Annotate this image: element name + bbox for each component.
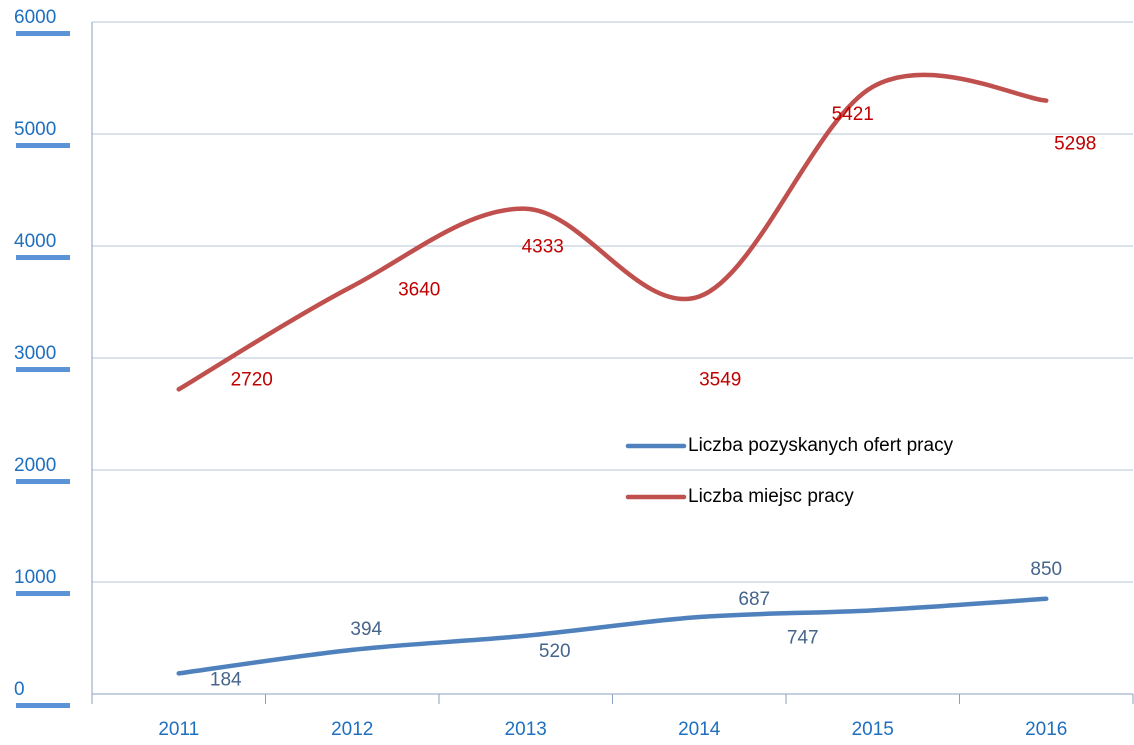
- y-tick-label: 2000: [14, 455, 56, 476]
- x-tick-label: 2014: [678, 719, 721, 740]
- data-label: 5421: [832, 104, 874, 125]
- x-tick-label: 2013: [505, 719, 547, 740]
- x-tick-label: 2016: [1025, 719, 1067, 740]
- y-tick-label: 4000: [14, 231, 56, 252]
- data-label: 747: [787, 627, 819, 648]
- y-tick-label: 0: [14, 679, 25, 700]
- y-tick-label: 5000: [14, 119, 56, 140]
- legend-label: Liczba miejsc pracy: [688, 486, 854, 507]
- series-line: [176, 596, 1049, 676]
- data-label: 520: [539, 641, 571, 662]
- y-tick-decoration: [16, 143, 70, 148]
- series-line: [176, 72, 1049, 392]
- y-tick-label: 3000: [14, 343, 56, 364]
- data-label: 184: [210, 669, 242, 690]
- y-tick-label: 6000: [14, 7, 56, 28]
- x-tick-label: 2011: [158, 719, 199, 740]
- data-label: 394: [350, 619, 382, 640]
- data-label: 3640: [398, 279, 440, 300]
- y-tick-decoration: [16, 591, 70, 596]
- x-tick-label: 2012: [331, 719, 373, 740]
- y-tick-label: 1000: [14, 567, 56, 588]
- legend-label: Liczba pozyskanych ofert pracy: [688, 435, 954, 456]
- data-label: 687: [738, 589, 770, 610]
- data-label: 850: [1030, 559, 1062, 580]
- data-label: 3549: [699, 370, 741, 391]
- data-label: 4333: [522, 237, 564, 258]
- y-tick-decoration: [16, 367, 70, 372]
- x-tick-label: 2015: [852, 719, 894, 740]
- y-tick-decoration: [16, 479, 70, 484]
- y-tick-decoration: [16, 31, 70, 36]
- y-tick-decoration: [16, 255, 70, 260]
- data-label: 2720: [231, 369, 273, 390]
- data-label: 5298: [1054, 134, 1096, 155]
- y-tick-decoration: [16, 703, 70, 708]
